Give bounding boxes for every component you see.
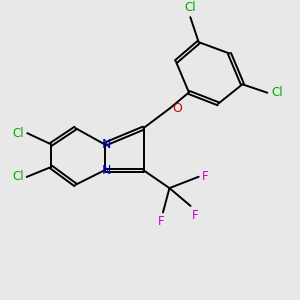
Text: N: N [101,164,111,177]
Text: Cl: Cl [272,86,283,99]
Text: N: N [101,138,111,151]
Text: F: F [192,209,199,222]
Text: F: F [202,170,208,183]
Text: Cl: Cl [12,170,24,183]
Text: F: F [158,215,165,228]
Text: Cl: Cl [184,1,196,14]
Text: O: O [172,102,182,115]
Text: Cl: Cl [13,127,24,140]
